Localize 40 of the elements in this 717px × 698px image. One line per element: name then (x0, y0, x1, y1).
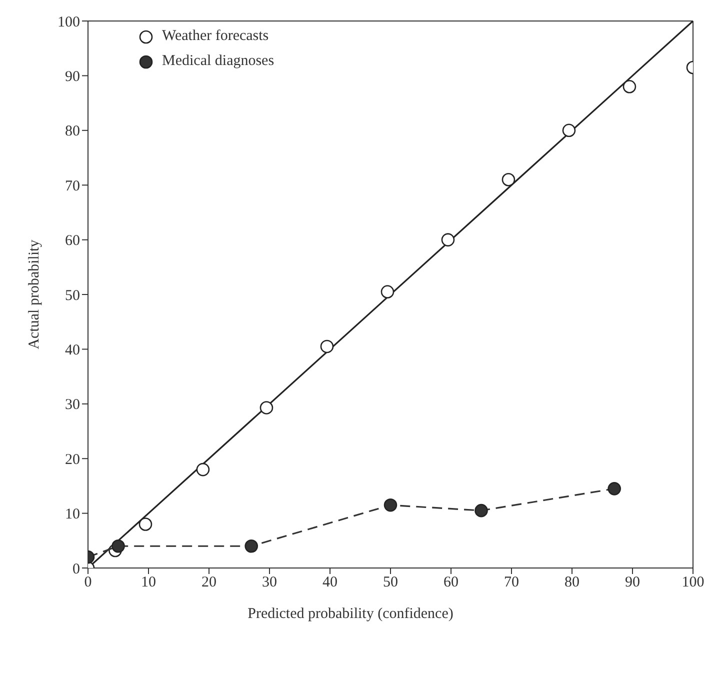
y-tick-label: 100 (58, 14, 80, 30)
point (196, 462, 210, 476)
x-tick-label: 50 (383, 574, 398, 591)
y-tick-label: 80 (65, 124, 80, 140)
point (138, 518, 152, 531)
x-tick-label: 100 (682, 574, 704, 591)
point (112, 539, 125, 553)
point (562, 124, 576, 138)
point (320, 340, 334, 354)
y-tick-label: 40 (65, 342, 80, 359)
x-tick-label: 20 (202, 574, 216, 591)
point (474, 504, 488, 518)
y-tick-label: 30 (65, 397, 80, 414)
x-tick-label: 30 (262, 574, 277, 591)
y-tick-label: 60 (65, 233, 80, 250)
legend-label: Medical diagnoses (162, 53, 274, 70)
x-tick-label: 0 (84, 574, 92, 591)
point (380, 285, 394, 298)
x-tick-label: 40 (322, 574, 338, 591)
point (244, 539, 258, 553)
x-tick-label: 60 (444, 574, 458, 591)
y-tick-label: 50 (65, 288, 80, 304)
x-tick-label: 90 (625, 574, 640, 591)
y-tick-label: 10 (65, 506, 80, 523)
y-tick-label: 0 (72, 561, 80, 578)
point (502, 172, 516, 186)
point (622, 80, 636, 94)
legend-label: Weather forecasts (162, 28, 269, 45)
x-tick-label: 80 (564, 574, 580, 591)
y-tick-label: 90 (65, 69, 80, 86)
y-tick-label: 70 (65, 178, 80, 194)
x-tick-label: 10 (141, 574, 156, 591)
point (608, 482, 621, 496)
x-axis-title: Predicted probability (confidence) (248, 606, 454, 622)
y-axis-title: Actual probability (26, 239, 42, 350)
x-tick-label: 70 (504, 574, 519, 591)
y-tick-label: 20 (65, 452, 80, 468)
point (260, 401, 274, 414)
point (384, 498, 398, 512)
point (441, 233, 455, 246)
